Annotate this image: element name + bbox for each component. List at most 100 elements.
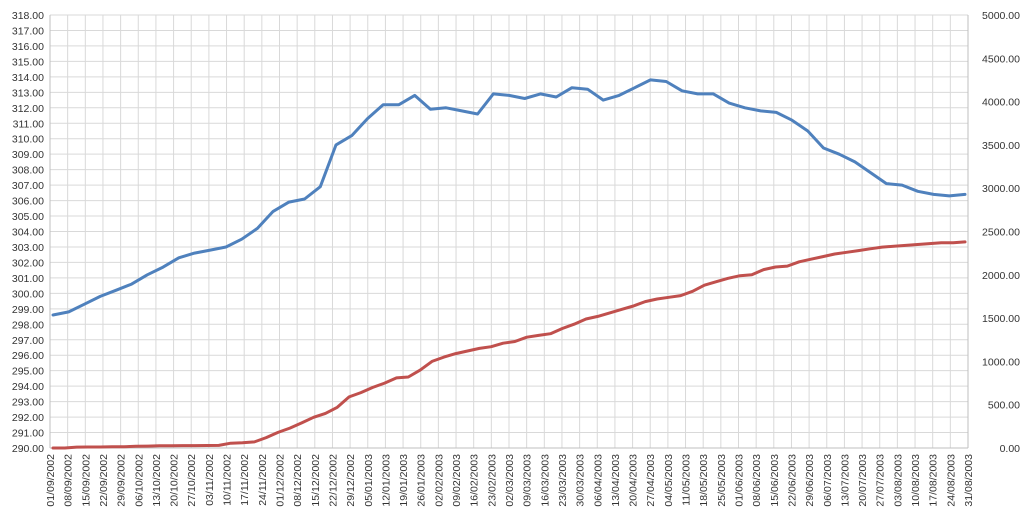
x-tick-label: 24/08/2003 — [945, 454, 957, 507]
left-axis-tick-labels: 290.00 291.00 292.00 293.00 294.00 295.00 296.… — [12, 10, 44, 455]
x-tick-label: 06/04/2003 — [592, 454, 604, 507]
left-tick-label: 315.00 — [12, 56, 44, 68]
right-axis-series-line — [51, 240, 967, 450]
x-tick-label: 25/05/2003 — [716, 454, 728, 507]
left-tick-label: 304.00 — [12, 227, 44, 239]
x-tick-label: 10/11/2002 — [222, 454, 234, 506]
x-tick-label: 02/02/2003 — [433, 454, 445, 507]
left-tick-label: 314.00 — [12, 72, 44, 84]
left-tick-label: 308.00 — [12, 165, 44, 177]
x-tick-label: 17/11/2002 — [239, 454, 251, 506]
x-tick-label: 10/08/2003 — [910, 454, 922, 507]
x-tick-label: 09/03/2003 — [522, 454, 534, 507]
right-tick-label: 1000.00 — [982, 356, 1020, 368]
left-tick-label: 299.00 — [12, 304, 44, 316]
x-tick-label: 05/01/2003 — [363, 454, 375, 507]
right-tick-label: 2000.00 — [982, 270, 1020, 282]
left-tick-label: 310.00 — [12, 134, 44, 146]
x-tick-label: 01/06/2003 — [734, 454, 746, 507]
x-tick-label: 06/10/2002 — [133, 454, 145, 507]
left-tick-label: 307.00 — [12, 180, 44, 192]
left-tick-label: 298.00 — [12, 319, 44, 331]
left-tick-label: 316.00 — [12, 41, 44, 53]
x-tick-label: 16/02/2003 — [469, 454, 481, 507]
x-tick-label: 22/09/2002 — [98, 454, 110, 507]
right-tick-label: 4000.00 — [982, 97, 1020, 109]
right-tick-label: 500.00 — [988, 400, 1020, 412]
x-tick-label: 08/12/2002 — [292, 454, 304, 507]
x-tick-label: 17/08/2003 — [928, 454, 940, 507]
left-tick-label: 306.00 — [12, 196, 44, 208]
left-tick-label: 290.00 — [12, 443, 44, 455]
x-tick-label: 27/04/2003 — [645, 454, 657, 507]
x-axis-tick-labels: 01/09/2002 08/09/2002 15/09/2002 22/09/2002… — [45, 454, 975, 507]
right-axis-tick-labels: 0.00 500.00 1000.00 1500.00 2000.00 2500.00 30… — [982, 10, 1020, 455]
x-tick-label: 15/09/2002 — [80, 454, 92, 507]
left-tick-label: 312.00 — [12, 103, 44, 115]
left-tick-label: 295.00 — [12, 366, 44, 378]
x-tick-label: 08/09/2002 — [63, 454, 75, 507]
x-tick-label: 29/09/2002 — [116, 454, 128, 507]
series-lines — [51, 78, 967, 450]
x-tick-label: 29/06/2003 — [804, 454, 816, 507]
left-tick-label: 300.00 — [12, 288, 44, 300]
x-tick-label: 01/12/2002 — [275, 454, 287, 507]
left-tick-label: 292.00 — [12, 412, 44, 424]
right-tick-label: 5000.00 — [982, 10, 1020, 22]
x-tick-label: 09/02/2003 — [451, 454, 463, 507]
left-tick-label: 318.00 — [12, 10, 44, 22]
x-tick-label: 08/06/2003 — [751, 454, 763, 507]
x-tick-label: 23/02/2003 — [486, 454, 498, 507]
x-tick-label: 01/09/2002 — [45, 454, 57, 507]
x-tick-label: 27/10/2002 — [186, 454, 198, 507]
x-tick-label: 13/10/2002 — [151, 454, 163, 507]
x-tick-label: 03/08/2003 — [892, 454, 904, 507]
left-tick-label: 293.00 — [12, 397, 44, 409]
x-tick-label: 03/11/2002 — [204, 454, 216, 506]
x-tick-label: 20/07/2003 — [857, 454, 869, 507]
x-tick-label: 15/06/2003 — [769, 454, 781, 507]
left-tick-label: 303.00 — [12, 242, 44, 254]
x-tick-label: 22/06/2003 — [786, 454, 798, 507]
left-tick-label: 311.00 — [13, 118, 44, 130]
x-tick-label: 04/05/2003 — [663, 454, 675, 507]
right-tick-label: 3500.00 — [982, 140, 1020, 152]
x-tick-label: 06/07/2003 — [822, 454, 834, 507]
x-tick-label: 27/07/2003 — [875, 454, 887, 507]
x-tick-label: 13/07/2003 — [839, 454, 851, 507]
left-tick-label: 296.00 — [12, 350, 44, 362]
x-tick-label: 30/03/2003 — [575, 454, 587, 507]
right-tick-label: 1500.00 — [982, 313, 1020, 325]
x-tick-label: 23/03/2003 — [557, 454, 569, 507]
x-tick-label: 26/01/2003 — [416, 454, 428, 507]
x-tick-label: 20/04/2003 — [628, 454, 640, 507]
left-tick-label: 302.00 — [12, 257, 44, 269]
left-tick-label: 305.00 — [12, 211, 44, 223]
x-tick-label: 22/12/2002 — [327, 454, 339, 507]
x-tick-label: 18/05/2003 — [698, 454, 710, 507]
x-tick-label: 16/03/2003 — [539, 454, 551, 507]
x-tick-label: 29/12/2002 — [345, 454, 357, 507]
left-tick-label: 297.00 — [12, 335, 44, 347]
left-tick-label: 291.00 — [12, 428, 44, 440]
x-tick-label: 31/08/2003 — [963, 454, 975, 507]
x-tick-label: 20/10/2002 — [169, 454, 181, 507]
x-tick-label: 15/12/2002 — [310, 454, 322, 507]
right-tick-label: 2500.00 — [982, 227, 1020, 239]
x-tick-label: 02/03/2003 — [504, 454, 516, 507]
left-tick-label: 309.00 — [12, 149, 44, 161]
left-tick-label: 313.00 — [12, 87, 44, 99]
left-tick-label: 317.00 — [12, 25, 44, 37]
right-tick-label: 3000.00 — [982, 183, 1020, 195]
x-tick-label: 19/01/2003 — [398, 454, 410, 507]
x-tick-label: 24/11/2002 — [257, 454, 269, 506]
left-tick-label: 301.00 — [12, 273, 44, 285]
right-tick-label: 0.00 — [1000, 443, 1021, 455]
right-tick-label: 4500.00 — [982, 53, 1020, 65]
x-tick-label: 12/01/2003 — [380, 454, 392, 507]
x-tick-label: 13/04/2003 — [610, 454, 622, 507]
horizontal-gridlines — [49, 14, 969, 449]
x-tick-label: 11/05/2003 — [681, 454, 693, 506]
left-tick-label: 294.00 — [12, 381, 44, 393]
